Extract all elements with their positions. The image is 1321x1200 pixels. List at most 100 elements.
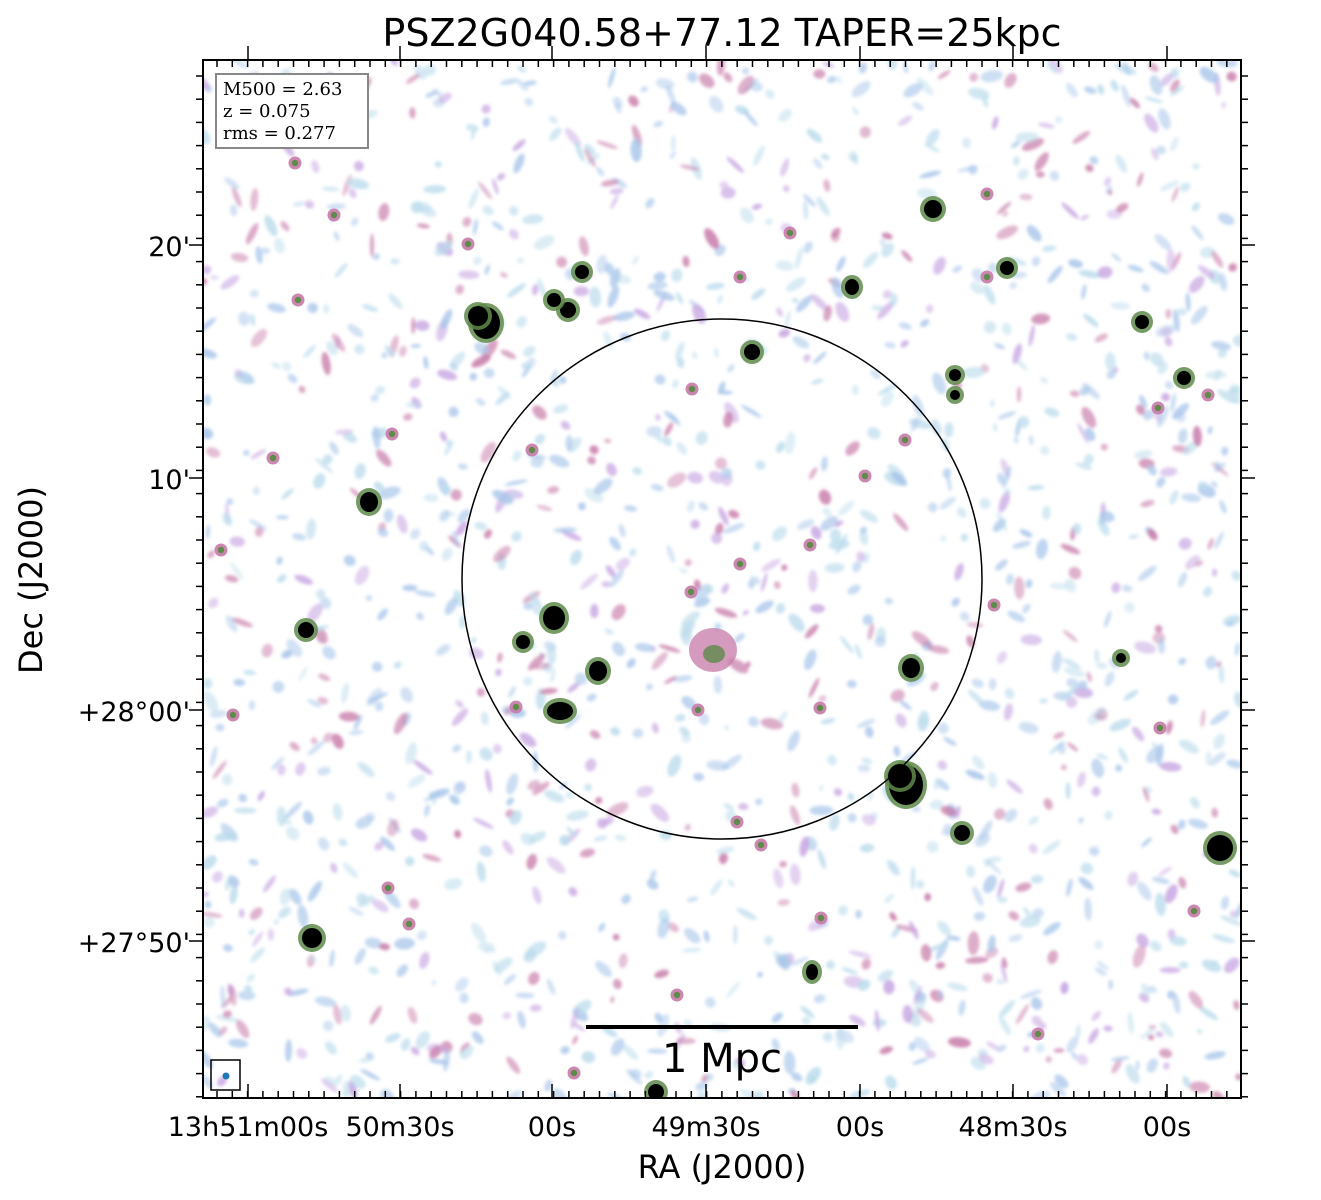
noise-blob	[423, 356, 429, 370]
noise-blob	[1091, 1010, 1102, 1021]
noise-blob	[482, 117, 490, 127]
noise-blob	[672, 675, 693, 683]
noise-blob	[296, 1048, 308, 1059]
noise-blob	[374, 701, 384, 712]
noise-blob	[250, 947, 266, 963]
noise-blob	[810, 526, 822, 540]
noise-blob	[1021, 138, 1045, 151]
noise-blob	[606, 802, 629, 817]
noise-blob	[610, 569, 624, 587]
noise-blob	[407, 1006, 418, 1024]
noise-blob	[884, 893, 895, 904]
bright-source	[744, 344, 760, 360]
noise-blob	[1159, 967, 1181, 974]
noise-blob	[1017, 416, 1030, 428]
noise-blob	[651, 722, 659, 734]
noise-blob	[988, 678, 997, 691]
noise-blob	[584, 783, 592, 792]
noise-blob	[658, 644, 681, 653]
noise-blob	[380, 1088, 394, 1098]
noise-blob	[615, 557, 630, 571]
noise-blob	[385, 791, 396, 802]
noise-blob	[559, 834, 571, 846]
noise-blob	[737, 75, 755, 95]
noise-blob	[307, 740, 326, 756]
noise-blob	[771, 1012, 783, 1023]
noise-blob	[354, 344, 365, 355]
noise-blob	[859, 529, 869, 546]
noise-blob	[291, 533, 307, 541]
noise-blob	[891, 925, 902, 938]
faint-source	[983, 273, 991, 281]
noise-blob	[773, 868, 784, 889]
noise-blob	[789, 863, 801, 886]
noise-blob	[790, 956, 810, 966]
noise-blob	[1015, 132, 1039, 142]
noise-blob	[318, 673, 331, 682]
noise-blob	[450, 489, 462, 501]
noise-blob	[544, 1079, 553, 1092]
noise-blob	[1171, 403, 1190, 420]
noise-blob	[459, 992, 469, 1004]
noise-blob	[1159, 467, 1178, 477]
noise-blob	[632, 255, 639, 265]
noise-blob	[1147, 464, 1157, 476]
noise-blob	[267, 928, 275, 941]
noise-blob	[1042, 505, 1051, 520]
faint-source	[990, 601, 998, 609]
noise-blob	[956, 507, 967, 518]
noise-blob	[1035, 171, 1045, 178]
noise-blob	[753, 541, 761, 552]
noise-blob	[292, 201, 306, 207]
noise-blob	[665, 84, 676, 106]
bright-source	[543, 606, 565, 630]
noise-blob	[935, 961, 946, 970]
noise-blob	[1094, 967, 1107, 976]
noise-blob	[636, 785, 654, 798]
noise-blob	[250, 449, 267, 460]
noise-blob	[527, 653, 546, 671]
noise-blob	[451, 708, 469, 726]
noise-blob	[951, 597, 960, 607]
noise-blob	[500, 78, 520, 85]
noise-blob	[880, 238, 886, 248]
noise-blob	[908, 1041, 916, 1052]
noise-blob	[861, 958, 871, 970]
noise-blob	[502, 1012, 512, 1020]
noise-blob	[331, 333, 346, 352]
noise-blob	[891, 471, 908, 487]
noise-blob	[779, 953, 791, 970]
noise-blob	[1049, 582, 1068, 590]
noise-blob	[589, 730, 601, 739]
noise-blob	[348, 729, 364, 736]
noise-blob	[519, 732, 537, 748]
noise-blob	[324, 1041, 337, 1055]
noise-blob	[286, 826, 300, 841]
noise-blob	[279, 888, 291, 906]
noise-blob	[680, 623, 693, 646]
faint-source	[512, 703, 520, 711]
noise-blob	[1097, 84, 1105, 95]
noise-blob	[848, 150, 859, 162]
noise-blob	[724, 724, 730, 731]
noise-blob	[531, 283, 539, 296]
noise-blob	[323, 732, 334, 743]
faint-source	[983, 190, 991, 198]
noise-blob	[578, 236, 589, 257]
noise-blob	[925, 128, 940, 146]
noise-blob	[381, 352, 388, 359]
noise-blob	[848, 950, 872, 959]
noise-blob	[338, 838, 348, 847]
noise-blob	[1065, 782, 1071, 800]
noise-blob	[723, 72, 733, 83]
noise-blob	[857, 979, 871, 991]
noise-blob	[957, 165, 979, 173]
noise-blob	[852, 560, 862, 573]
noise-blob	[1016, 386, 1022, 403]
noise-blob	[946, 935, 961, 941]
noise-blob	[340, 1004, 352, 1022]
faint-source	[733, 818, 741, 826]
noise-blob	[1028, 324, 1035, 347]
noise-blob	[721, 583, 730, 594]
noise-blob	[1205, 370, 1227, 379]
